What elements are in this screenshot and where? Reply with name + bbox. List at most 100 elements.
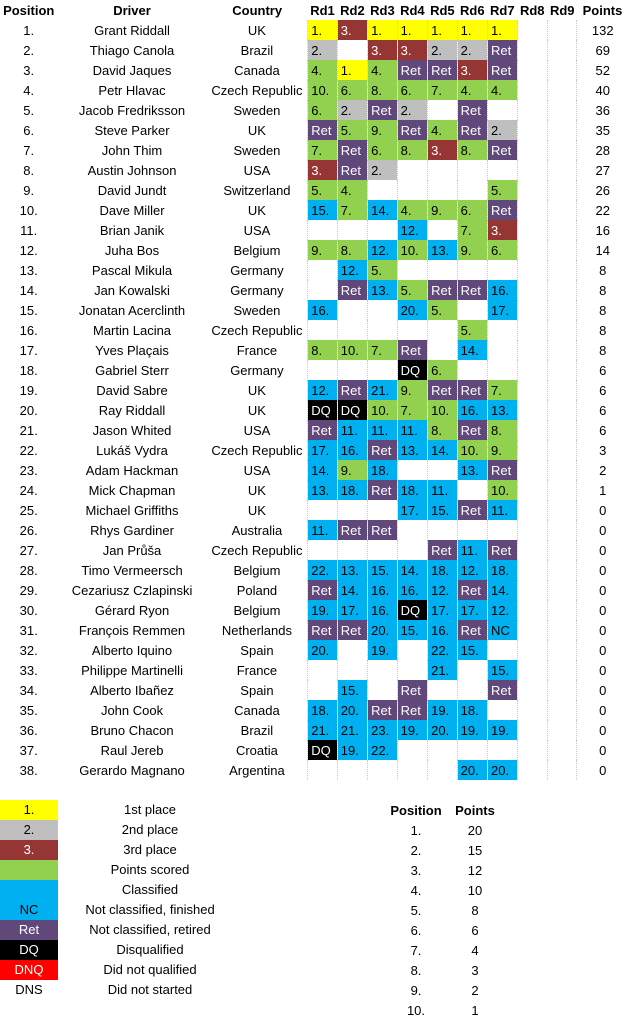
round-result-rd1: 14. [307,460,338,480]
round-result-rd4: DQ [397,360,429,380]
round-result-rd7: 16. [487,280,518,300]
driver-position: 24. [19,482,38,498]
round-result-rd8 [517,120,548,140]
round-result-rd7: 14. [487,580,518,600]
driver-country: Sweden [233,142,281,158]
round-result-rd7: 15. [487,660,518,680]
driver-country: Czech Republic [211,82,303,98]
round-result-rd4: 3. [397,40,429,60]
driver-points: 0 [599,762,607,778]
round-result-rd7 [487,340,518,360]
round-result-rd6: 11. [457,540,489,560]
round-result-rd3: 6. [367,140,398,160]
driver-points: 8 [599,322,607,338]
round-result-rd1: 13. [307,480,338,500]
round-result-rd6: 2. [457,40,489,60]
round-result-rd3: 19. [367,640,398,660]
round-result-rd4 [397,640,429,660]
round-result-rd8 [517,640,548,660]
round-result-rd8 [517,600,548,620]
driver-row: 10. Dave Miller UK 15. 7. 14. 4. 9. 6. Ret 22 [0,200,628,220]
round-result-rd3 [367,760,398,780]
driver-row: 24. Mick Chapman UK 13. 18. Ret 18. 11. 10. 1 [0,480,628,500]
round-result-rd5 [427,160,458,180]
driver-points: 0 [599,502,607,518]
round-result-rd8 [517,480,548,500]
round-result-rd7: 1. [487,20,518,40]
driver-country: UK [247,122,266,138]
driver-row: 6. Steve Parker UK Ret 5. 9. Ret 4. Ret 2. 35 [0,120,628,140]
driver-points: 40 [595,82,610,98]
round-result-rd7: Ret [487,200,518,220]
round-result-rd2: Ret [337,620,369,640]
round-result-rd1 [307,500,338,520]
round-result-rd7: Ret [487,460,518,480]
round-result-rd8 [517,620,548,640]
driver-country: USA [243,462,271,478]
round-result-rd5 [427,220,458,240]
driver-row: 1. Grant Riddall UK 1. 3. 1. 1. 1. 1. 1. 132 [0,20,628,40]
round-result-rd8 [517,220,548,240]
round-result-rd4: Ret [397,120,429,140]
round-result-rd2 [337,500,369,520]
driver-name: Thiago Canola [89,42,175,58]
round-result-rd4: 10. [397,240,429,260]
round-result-rd3 [367,180,398,200]
round-result-rd6: Ret [457,620,489,640]
points-system-header: Position Points [385,800,503,820]
legend-label: Classified [121,882,179,897]
round-result-rd5 [427,100,458,120]
round-result-rd9 [547,460,578,480]
round-result-rd6: 5. [457,320,489,340]
round-result-rd1 [307,680,338,700]
legend-label: Disqualified [116,942,184,957]
driver-points: 3 [599,442,607,458]
round-result-rd3: 2. [367,160,398,180]
driver-country: Czech Republic [211,322,303,338]
driver-position: 33. [19,662,38,678]
points-system-points: 8 [471,902,479,918]
round-result-rd2: 12. [337,260,369,280]
round-result-rd1: 4. [307,60,338,80]
round-result-rd5: Ret [427,280,458,300]
round-result-rd4: 11. [397,420,429,440]
round-result-rd4 [397,540,429,560]
driver-points: 0 [599,622,607,638]
driver-points: 26 [595,182,610,198]
driver-country: Spain [240,642,274,658]
legend-item: NC Not classified, finished [0,900,340,920]
round-result-rd3: 11. [367,420,398,440]
driver-country: Canada [234,62,280,78]
round-result-rd3: 20. [367,620,398,640]
round-result-rd7: 11. [487,500,518,520]
driver-position: 27. [19,542,38,558]
round-result-rd6: Ret [457,500,489,520]
round-result-rd1: 7. [307,140,338,160]
driver-name: Alberto Ibañez [90,682,174,698]
round-result-rd8 [517,40,548,60]
round-result-rd1 [307,220,338,240]
driver-row: 30. Gérard Ryon Belgium 19. 17. 16. DQ 17. 17. 12… [0,600,628,620]
round-result-rd3: 3. [367,40,398,60]
driver-row: 32. Alberto Iquino Spain 20. 19. 22. 15. 0 [0,640,628,660]
driver-country: Poland [236,582,278,598]
driver-country: Brazil [240,42,274,58]
driver-row: 12. Juha Bos Belgium 9. 8. 12. 10. 13. 9. 6. 14 [0,240,628,260]
round-result-rd4 [397,180,429,200]
driver-points: 36 [595,102,610,118]
round-result-rd1: 10. [307,80,338,100]
round-result-rd7 [487,360,518,380]
round-result-rd1: 17. [307,440,338,460]
round-result-rd2: 11. [337,420,369,440]
round-result-rd3: 16. [367,580,398,600]
points-system-position: 8. [410,962,422,978]
round-result-rd9 [547,760,578,780]
round-result-rd7: 4. [487,80,518,100]
round-result-rd9 [547,440,578,460]
round-result-rd5: 8. [427,420,458,440]
round-result-rd3: Ret [367,480,398,500]
driver-position: 35. [19,702,38,718]
round-result-rd3 [367,660,398,680]
round-result-rd6 [457,520,489,540]
driver-name: Yves Plaçais [95,342,169,358]
